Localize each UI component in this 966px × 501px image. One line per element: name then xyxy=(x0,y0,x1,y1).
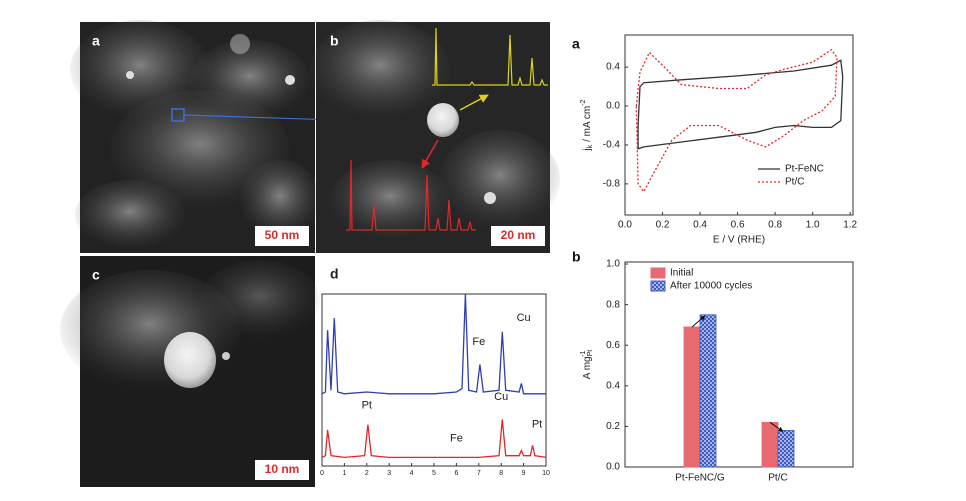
legend-swatch xyxy=(650,267,666,279)
y-tick-label: 0.6 xyxy=(606,340,620,351)
x-tick-label: 0.4 xyxy=(693,220,707,231)
scale-box xyxy=(255,460,309,480)
x-tick-label: 5 xyxy=(432,470,436,477)
x-tick-label: 10 xyxy=(542,470,550,477)
micrograph-b xyxy=(310,20,560,253)
scale-box xyxy=(255,226,309,246)
bar xyxy=(683,326,701,468)
x-tick-label: 0.6 xyxy=(731,220,745,231)
x-axis-label: E / V (RHE) xyxy=(713,235,765,246)
y-axis-label-part: Pt xyxy=(587,350,594,357)
y-tick-label: 1.0 xyxy=(606,259,620,270)
x-tick-label: 1.2 xyxy=(843,220,857,231)
plot-frame xyxy=(624,261,854,468)
legend-label: Pt/C xyxy=(785,177,804,188)
x-tick-label: 2 xyxy=(365,470,369,477)
scale-bar-label: 50 nm xyxy=(265,228,300,242)
panel-label: b xyxy=(572,249,581,265)
plot-frame xyxy=(624,34,854,216)
bar xyxy=(777,430,795,468)
plot-frame xyxy=(321,293,547,467)
panel-label: b xyxy=(330,33,339,49)
eds-chart: 0 1 2 3 4 5 6 7 8 9 10 Fe Fe Cu Cu Pt Pt d xyxy=(320,266,550,477)
peak-label: Fe xyxy=(472,336,485,348)
panel-label: d xyxy=(330,266,339,282)
cv-chart: 0.0 0.2 0.4 0.6 0.8 1.0 1.2 -0.8 -0.4 0.0 0.4 E / V… xyxy=(572,34,858,246)
legend-label: After 10000 cycles xyxy=(670,281,752,292)
x-tick-label: 0.2 xyxy=(656,220,670,231)
x-tick-label: 7 xyxy=(477,470,481,477)
y-axis-label-part: -2 xyxy=(580,99,587,105)
data-line xyxy=(635,48,838,193)
micrograph-c xyxy=(60,256,320,487)
scale-bar-label: 10 nm xyxy=(265,462,300,476)
scale-bar-label: 20 nm xyxy=(501,228,536,242)
x-tick-label: 0.8 xyxy=(768,220,782,231)
y-axis-label: jk / mA cm-2 xyxy=(580,99,594,151)
data-line xyxy=(321,419,547,459)
y-tick-label: 0.2 xyxy=(606,421,620,432)
x-tick-label: 4 xyxy=(410,470,414,477)
x-tick-label: 0.0 xyxy=(618,220,632,231)
x-tick-label: Pt/C xyxy=(768,473,787,484)
legend-label: Initial xyxy=(670,268,693,279)
panel-label: a xyxy=(572,36,580,52)
legend-label: Pt-FeNC xyxy=(785,164,824,175)
bar xyxy=(761,421,779,468)
peak-label: Cu xyxy=(494,391,508,403)
y-tick-label: -0.4 xyxy=(603,140,621,151)
x-tick-label: 8 xyxy=(499,470,503,477)
data-line xyxy=(321,293,546,395)
change-arrow xyxy=(769,421,784,432)
peak-label: Pt xyxy=(532,419,542,431)
y-axis-label-part: j xyxy=(582,148,593,151)
y-tick-label: 0.4 xyxy=(606,62,620,73)
micrograph-a xyxy=(70,20,320,253)
bar xyxy=(699,314,717,468)
bar-chart: 0.0 0.2 0.4 0.6 0.8 1.0 Pt-FeNC/G Pt/C A mgPt-1 I… xyxy=(572,249,854,484)
y-tick-label: 0.8 xyxy=(606,299,620,310)
y-tick-label: 0.0 xyxy=(606,462,620,473)
peak-label: Pt xyxy=(362,400,372,412)
arrow xyxy=(421,139,439,169)
panel-label: c xyxy=(92,267,100,283)
x-tick-label: 0 xyxy=(320,470,324,477)
peak-label: Cu xyxy=(517,312,531,324)
x-tick-label: 1 xyxy=(342,470,346,477)
change-arrow xyxy=(691,315,706,328)
y-axis-label-part: k xyxy=(587,144,594,148)
x-tick-label: 1.0 xyxy=(806,220,820,231)
y-tick-label: -0.8 xyxy=(603,179,621,190)
y-axis-label: A mgPt-1 xyxy=(580,350,594,379)
y-axis-label-part: -1 xyxy=(580,350,587,356)
x-tick-label: 6 xyxy=(454,470,458,477)
x-tick-label: Pt-FeNC/G xyxy=(675,473,725,484)
peak-label: Fe xyxy=(450,432,463,444)
x-tick-label: 9 xyxy=(522,470,526,477)
data-line xyxy=(637,59,844,150)
arrow xyxy=(459,94,489,111)
scale-box xyxy=(491,226,545,246)
panel-label: a xyxy=(92,33,100,49)
y-axis-label-part: / mA cm xyxy=(582,106,593,145)
y-tick-label: 0.0 xyxy=(606,101,620,112)
y-axis-label-part: A mg xyxy=(582,356,593,379)
legend-swatch xyxy=(650,280,666,292)
y-tick-label: 0.4 xyxy=(606,380,620,391)
x-tick-label: 3 xyxy=(387,470,391,477)
